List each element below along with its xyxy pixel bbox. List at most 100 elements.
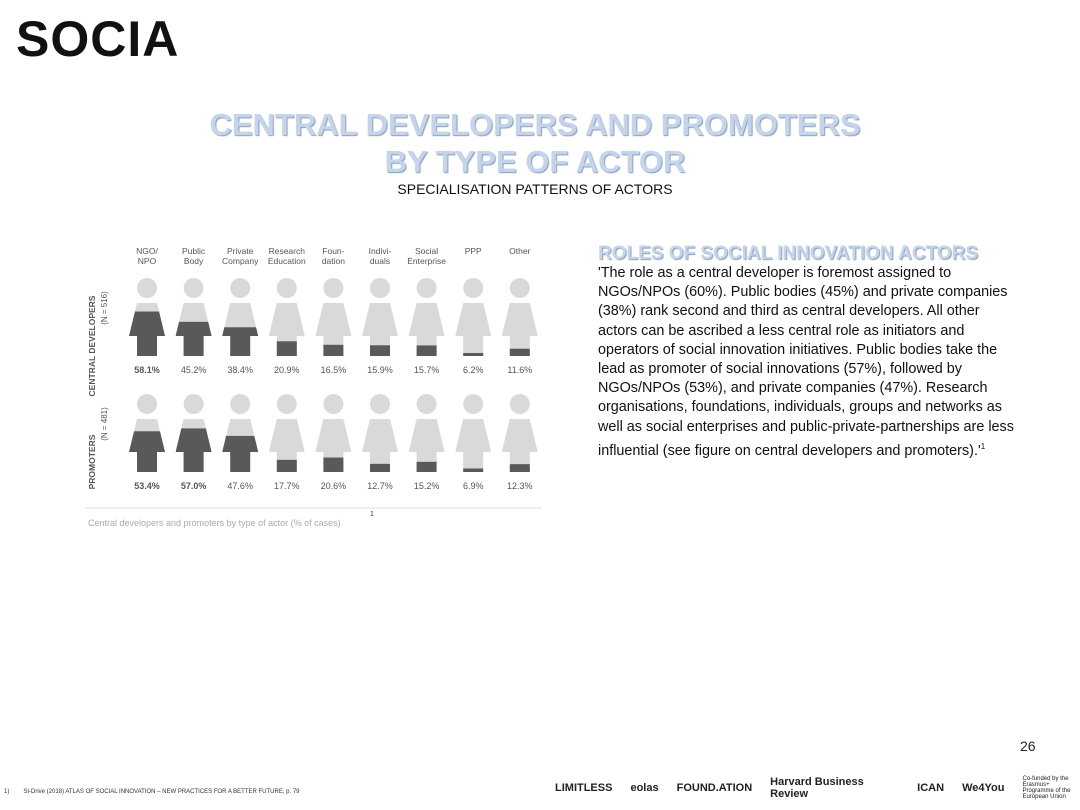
icon-base: [362, 394, 398, 472]
series-name: PROMOTERS: [87, 434, 97, 489]
icon-fill: [362, 463, 398, 472]
value-label: 20.9%: [274, 365, 300, 375]
person-icon: [315, 394, 352, 472]
partner-logo: FOUND.ATION: [676, 782, 753, 794]
row-label: CENTRAL DEVELOPERS: [87, 295, 97, 396]
category-label: Indivi-duals: [369, 246, 392, 266]
icon-fill: [408, 345, 445, 356]
person-icon: [408, 394, 445, 472]
icon-fill: [268, 459, 305, 472]
category-label: Foun-dation: [322, 246, 345, 266]
footnote-marker: 1): [4, 789, 10, 795]
partner-logo: LIMITLESS: [555, 782, 613, 794]
category-label: Private Company: [222, 246, 259, 266]
icon-fill: [175, 321, 212, 356]
value-label: 53.4%: [134, 481, 160, 491]
icon-base: [501, 278, 538, 356]
value-label: 38.4%: [227, 365, 253, 375]
icon-fill: [501, 348, 538, 356]
person-icon: [268, 278, 305, 356]
icon-fill: [315, 344, 352, 356]
value-label: 15.9%: [367, 365, 393, 375]
value-label: 6.9%: [463, 481, 484, 491]
icon-fill: [315, 457, 352, 472]
person-icon: [268, 394, 305, 472]
category-label: PPP: [465, 246, 482, 256]
category-label: Social Enterprise: [407, 246, 446, 266]
person-icon: [129, 278, 165, 356]
icon-fill: [222, 435, 259, 472]
icon-base: [315, 278, 352, 356]
category-label: Public Body: [182, 246, 206, 266]
person-icon: [362, 278, 398, 356]
icon-base: [362, 278, 398, 356]
icon-fill: [455, 353, 492, 356]
person-icon: [455, 394, 492, 472]
person-icon: [175, 394, 212, 472]
partner-logo: eolas: [630, 782, 659, 794]
footnote: 1) SI-Drive (2018) ATLAS OF SOCIAL INNOVA…: [4, 789, 314, 795]
person-icon: [222, 394, 259, 472]
icon-fill: [175, 428, 212, 472]
partner-logos: LIMITLESS eolas FOUND.ATION Harvard Busines…: [555, 776, 1080, 800]
series-name: CENTRAL DEVELOPERS: [87, 295, 97, 396]
value-label: 57.0%: [181, 481, 207, 491]
figure: NGO/NPO Public Body Private Company Research E…: [85, 246, 542, 528]
partner-logo: Harvard Business Review: [770, 776, 864, 800]
icon-base: [408, 278, 445, 356]
icon-base: [455, 394, 492, 472]
icon-fill: [268, 341, 305, 356]
quote: 'The role as a central developer is fore…: [598, 265, 1014, 459]
value-label: 58.1%: [134, 365, 160, 375]
person-icon: [175, 278, 212, 356]
value-label: 6.2%: [463, 365, 484, 375]
section-heading: ROLES OF SOCIAL INNOVATION ACTORS: [598, 243, 979, 264]
person-icon: [315, 278, 352, 356]
value-label: 11.6%: [507, 365, 532, 375]
icon-base: [408, 394, 445, 472]
person-icon: [222, 278, 259, 356]
footnote-text: SI-Drive (2018) ATLAS OF SOCIAL INNOVATI…: [23, 789, 300, 795]
title: CENTRAL DEVELOPERS AND PROMOTERS BY TYPE…: [209, 107, 861, 179]
note: 1: [980, 441, 986, 451]
value-label: 12.3%: [507, 481, 533, 491]
value-label: 20.6%: [321, 481, 347, 491]
icon-base: [455, 278, 492, 356]
row-n: (N = 481): [100, 407, 109, 441]
caption: Central developers and promoters by type…: [88, 518, 341, 528]
icon-base: [501, 394, 538, 472]
icon-fill: [129, 311, 165, 356]
icon-fill: [455, 468, 492, 472]
partner-logo: Co-funded by the Erasmus+ Programme of t…: [1022, 776, 1071, 800]
value-label: 12.7%: [367, 481, 393, 491]
value-label: 47.6%: [227, 481, 253, 491]
value-label: 17.7%: [274, 481, 300, 491]
row-label: PROMOTERS: [87, 434, 97, 489]
row-n: (N = 516): [100, 291, 109, 325]
value-label: 16.5%: [321, 365, 347, 375]
value-label: 15.7%: [414, 365, 440, 375]
logo: SOCIA: [16, 11, 180, 67]
value-label: 45.2%: [181, 365, 207, 375]
partner-logo: We4You: [962, 782, 1005, 794]
icon-fill: [501, 464, 538, 472]
icon-fill: [362, 345, 398, 356]
caption-note: 1: [370, 511, 374, 518]
icon-fill: [129, 431, 165, 472]
person-icon: [501, 394, 538, 472]
category-label: Other: [509, 246, 530, 256]
section-text: 'The role as a central developer is fore…: [598, 264, 1018, 461]
icon-fill: [222, 327, 259, 356]
partner-logo: ICAN: [917, 782, 945, 794]
person-icon: [129, 394, 165, 472]
subtitle: SPECIALISATION PATTERNS OF ACTORS: [397, 181, 673, 197]
person-icon: [455, 278, 492, 356]
person-icon: [408, 278, 445, 356]
category-label: NGO/NPO: [136, 246, 158, 266]
icon-fill: [408, 461, 445, 472]
person-icon: [501, 278, 538, 356]
category-label: Research Education: [268, 246, 306, 266]
person-icon: [362, 394, 398, 472]
page-number: 26: [1020, 738, 1036, 754]
